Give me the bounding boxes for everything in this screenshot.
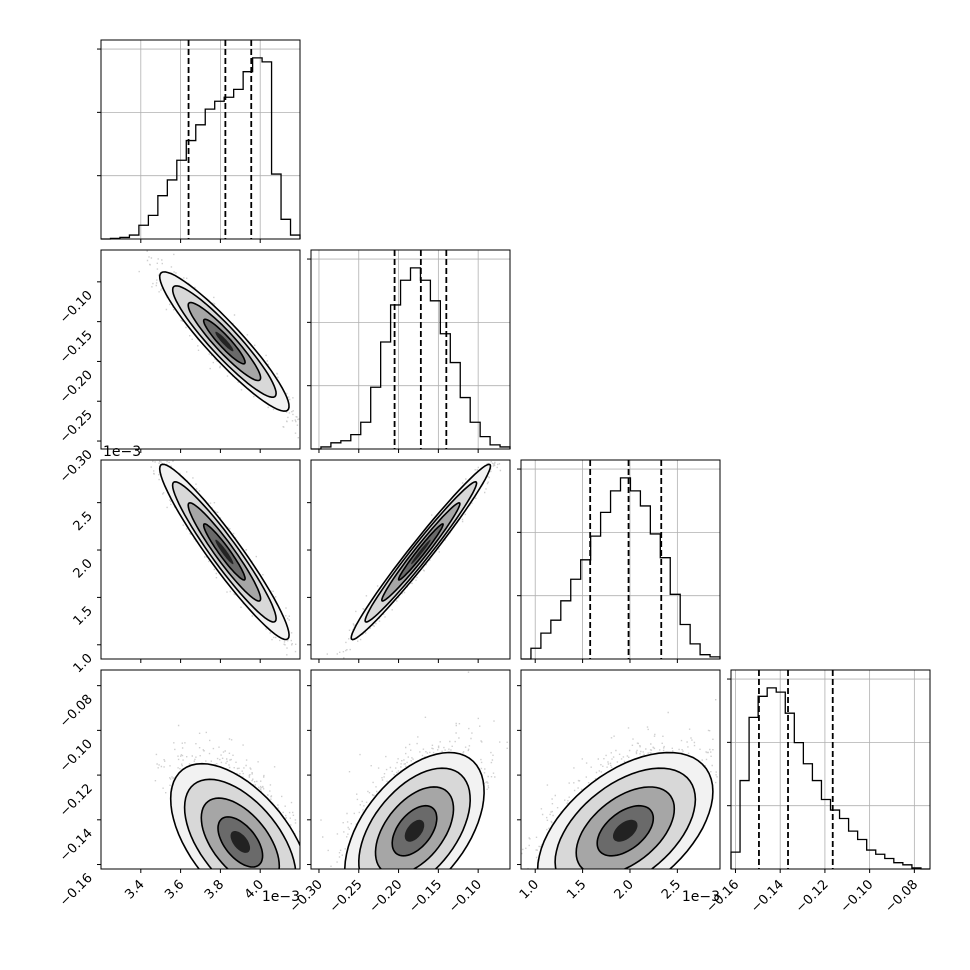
histogram-bars — [521, 477, 721, 660]
contour-line — [343, 751, 485, 869]
x-tick-label: 1.5 — [564, 877, 589, 902]
contour-line — [554, 767, 697, 869]
x-tick-label: −0.10 — [446, 877, 485, 916]
contour-line — [380, 501, 461, 602]
y-tick-label: −0.25 — [57, 407, 96, 446]
scatter-panel-0-3 — [97, 669, 301, 873]
y-tick-label: 2.5 — [71, 509, 96, 534]
density-level — [215, 331, 234, 352]
contour-line — [183, 778, 297, 869]
histogram-bars — [101, 57, 301, 240]
histogram-bars — [311, 267, 511, 450]
panel-frame — [310, 249, 511, 450]
contour-line — [350, 463, 492, 641]
x-tick-label: 1.0 — [517, 877, 542, 902]
scatter-panel-2-3 — [517, 669, 721, 873]
y-tick-label: −0.20 — [57, 368, 96, 407]
panel-frame — [520, 459, 721, 660]
y-tick-label: −0.15 — [57, 328, 96, 367]
contour-line — [171, 480, 277, 623]
histogram-bars — [730, 687, 930, 870]
panel-frame — [100, 459, 301, 660]
panel-frame — [520, 669, 721, 870]
density-level — [230, 831, 251, 853]
contour-line — [391, 804, 438, 857]
x-tick-label: −0.14 — [748, 877, 787, 916]
contour-line — [171, 285, 277, 398]
y-tick-label: −0.10 — [57, 737, 96, 776]
panels-layer — [97, 39, 931, 873]
y-tick-label: −0.10 — [57, 288, 96, 327]
x-tick-label: −0.08 — [882, 877, 921, 916]
scatter-panel-1-3 — [307, 669, 511, 873]
contour-line — [536, 751, 714, 869]
scatter-panel-1-2 — [307, 459, 511, 663]
x-tick-label: 2.0 — [612, 877, 637, 902]
y-tick-label: −0.08 — [57, 692, 96, 731]
x-tick-label: −0.20 — [367, 877, 406, 916]
histogram-panel-2 — [517, 459, 721, 663]
histogram-panel-3 — [727, 669, 931, 873]
scatter-panel-0-2 — [97, 459, 301, 663]
contour-line — [169, 762, 300, 869]
panel-frame — [310, 459, 511, 660]
x-tick-label: 3.8 — [202, 877, 227, 902]
contour-line — [187, 301, 262, 382]
panel-frame — [310, 669, 511, 870]
density-level — [215, 539, 234, 565]
scale-label-p0-bottom: 1e−3 — [262, 889, 300, 905]
x-tick-label: −0.15 — [406, 877, 445, 916]
y-tick-label: −0.12 — [57, 781, 96, 820]
y-tick-label: 2.0 — [71, 556, 96, 581]
y-tick-label: 1.5 — [71, 604, 96, 629]
density-level — [411, 539, 431, 565]
histogram-panel-1 — [307, 249, 511, 453]
scale-label-p2-left: 1e−3 — [103, 444, 141, 460]
contour-line — [596, 804, 655, 857]
panel-frame — [100, 669, 301, 870]
scale-label-p2-bottom: 1e−3 — [682, 889, 720, 905]
contour-line — [217, 816, 264, 868]
x-tick-label: −0.25 — [327, 877, 366, 916]
density-level — [613, 819, 638, 842]
y-tick-label: 1.0 — [71, 651, 96, 676]
density-level — [404, 819, 425, 842]
contour-line — [374, 786, 455, 869]
contour-line — [158, 463, 290, 641]
contour-line — [202, 523, 246, 581]
contour-line — [158, 271, 290, 412]
scatter-panel-0-1 — [97, 249, 301, 453]
x-tick-label: 3.4 — [122, 877, 147, 902]
y-tick-label: −0.30 — [57, 447, 96, 486]
contour-line — [397, 523, 444, 581]
x-tick-label: −0.10 — [838, 877, 877, 916]
y-tick-label: −0.16 — [57, 871, 96, 910]
x-tick-label: 3.6 — [162, 877, 187, 902]
contour-line — [200, 797, 281, 869]
histogram-panel-0 — [97, 39, 301, 243]
x-tick-label: −0.12 — [793, 877, 832, 916]
panel-frame — [100, 39, 301, 240]
panel-frame — [100, 249, 301, 450]
contour-line — [357, 767, 472, 869]
contour-line — [575, 786, 676, 869]
contour-line — [364, 480, 478, 623]
panel-frame — [730, 669, 931, 870]
contour-line — [202, 318, 246, 365]
y-tick-label: −0.14 — [57, 826, 96, 865]
contour-line — [187, 502, 262, 602]
x-tick-label: 2.5 — [659, 877, 684, 902]
